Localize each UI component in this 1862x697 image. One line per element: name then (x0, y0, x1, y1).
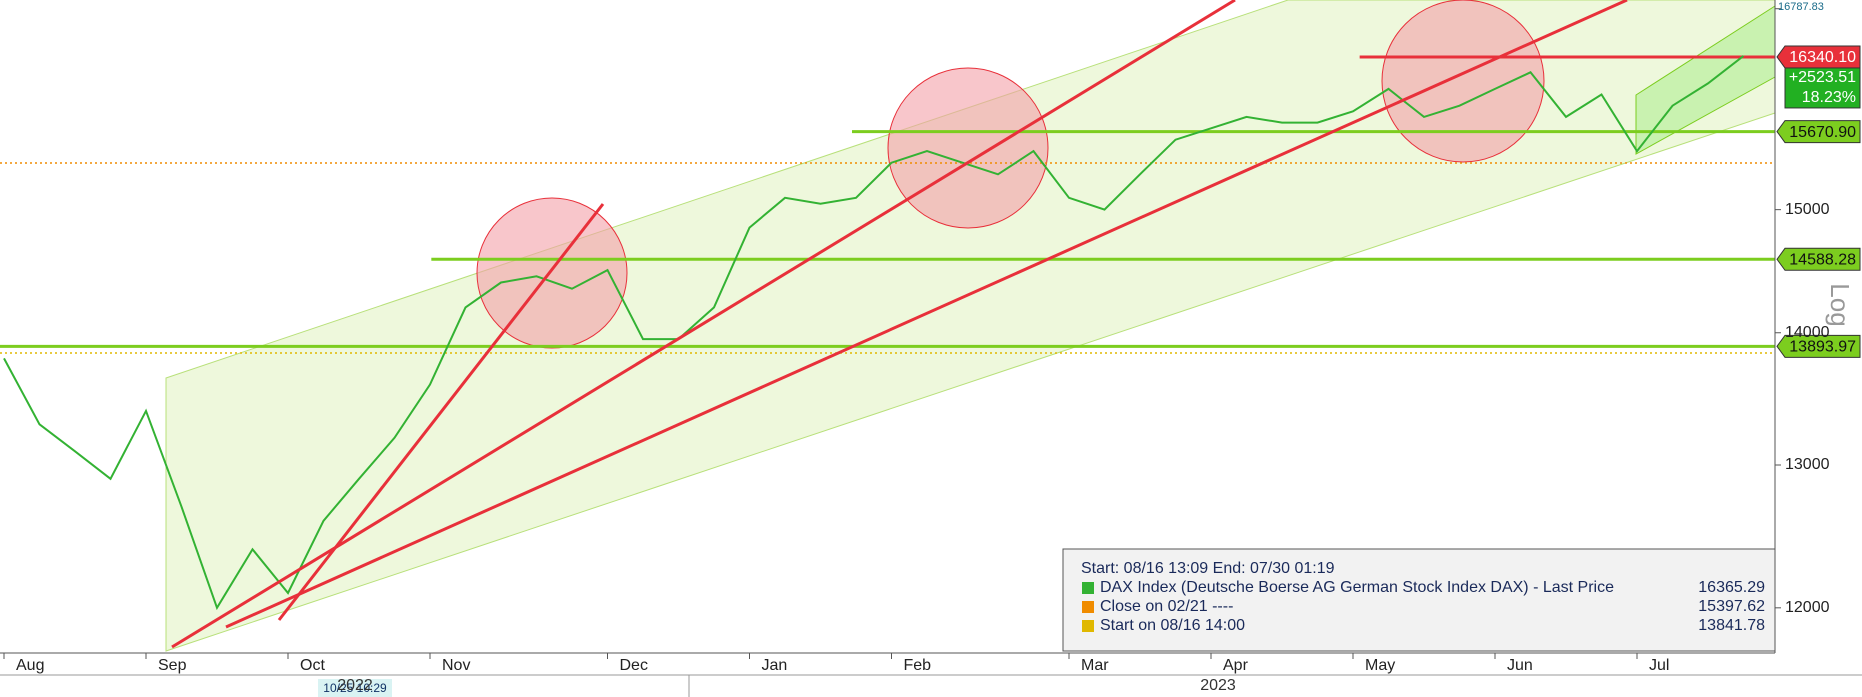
x-tick-label: Jul (1649, 657, 1669, 674)
legend-value: 16365.29 (1698, 579, 1765, 596)
y-tick-label: 14000 (1785, 324, 1830, 341)
cursor-label: 10/25 10:29 (323, 681, 387, 695)
y-tick-label: 15000 (1785, 201, 1830, 218)
legend-label: DAX Index (Deutsche Boerse AG German Sto… (1100, 579, 1614, 596)
year-label: 2022 (337, 677, 373, 694)
change-tag (1784, 67, 1861, 109)
price-line (3, 55, 1745, 611)
y-tick-label: 13000 (1785, 456, 1830, 473)
level-label: 14588.28 (1789, 252, 1856, 269)
level-tag (1776, 45, 1861, 69)
x-tick-label: Apr (1223, 657, 1249, 674)
level-tag (1776, 334, 1861, 358)
x-tick-label: Feb (904, 657, 932, 674)
level-label: 16340.10 (1789, 49, 1856, 66)
legend: DAX Index (Deutsche Boerse AG German Sto… (1082, 579, 1765, 634)
x-tick-label: Mar (1081, 657, 1109, 674)
x-tick-label: Sep (158, 657, 187, 674)
legend-swatch (1082, 620, 1094, 632)
range-label: Start: 08/16 13:09 End: 07/30 01:19 (1081, 560, 1335, 577)
trend-line (171, 0, 1236, 649)
scale-label: Log (1825, 283, 1855, 326)
level-label: 15670.90 (1789, 124, 1856, 141)
legend-box (1062, 548, 1776, 652)
change-label: +2523.51 (1789, 69, 1856, 86)
highlight-circle (1381, 0, 1545, 163)
change-pct-label: 18.23% (1802, 89, 1856, 106)
trend-line (225, 0, 1628, 629)
level-tag (1776, 120, 1861, 144)
highlight-circle (476, 197, 628, 349)
level-tag (1776, 247, 1861, 271)
x-tick-label: Dec (620, 657, 648, 674)
x-tick-label: Nov (442, 657, 470, 674)
legend-value: 15397.62 (1698, 598, 1765, 615)
legend-label: Close on 02/21 ---- (1100, 598, 1233, 615)
level-label: 13893.97 (1789, 339, 1856, 356)
x-tick-label: May (1365, 657, 1395, 674)
year-label: 2023 (1200, 677, 1236, 694)
x-tick-label: Aug (16, 657, 44, 674)
legend-swatch (1082, 582, 1094, 594)
legend-swatch (1082, 601, 1094, 613)
legend-label: Start on 08/16 14:00 (1100, 617, 1245, 634)
y-tick-label: 12000 (1785, 599, 1830, 616)
plot (0, 55, 1775, 611)
x-tick-label: Oct (300, 657, 325, 674)
x-tick-label: Jun (1507, 657, 1533, 674)
legend-value: 13841.78 (1698, 617, 1765, 634)
x-tick-label: Jan (762, 657, 788, 674)
highlight-circle (887, 67, 1049, 229)
y-tick-label: 16787.83 (1778, 1, 1824, 13)
cursor-box (318, 679, 392, 697)
